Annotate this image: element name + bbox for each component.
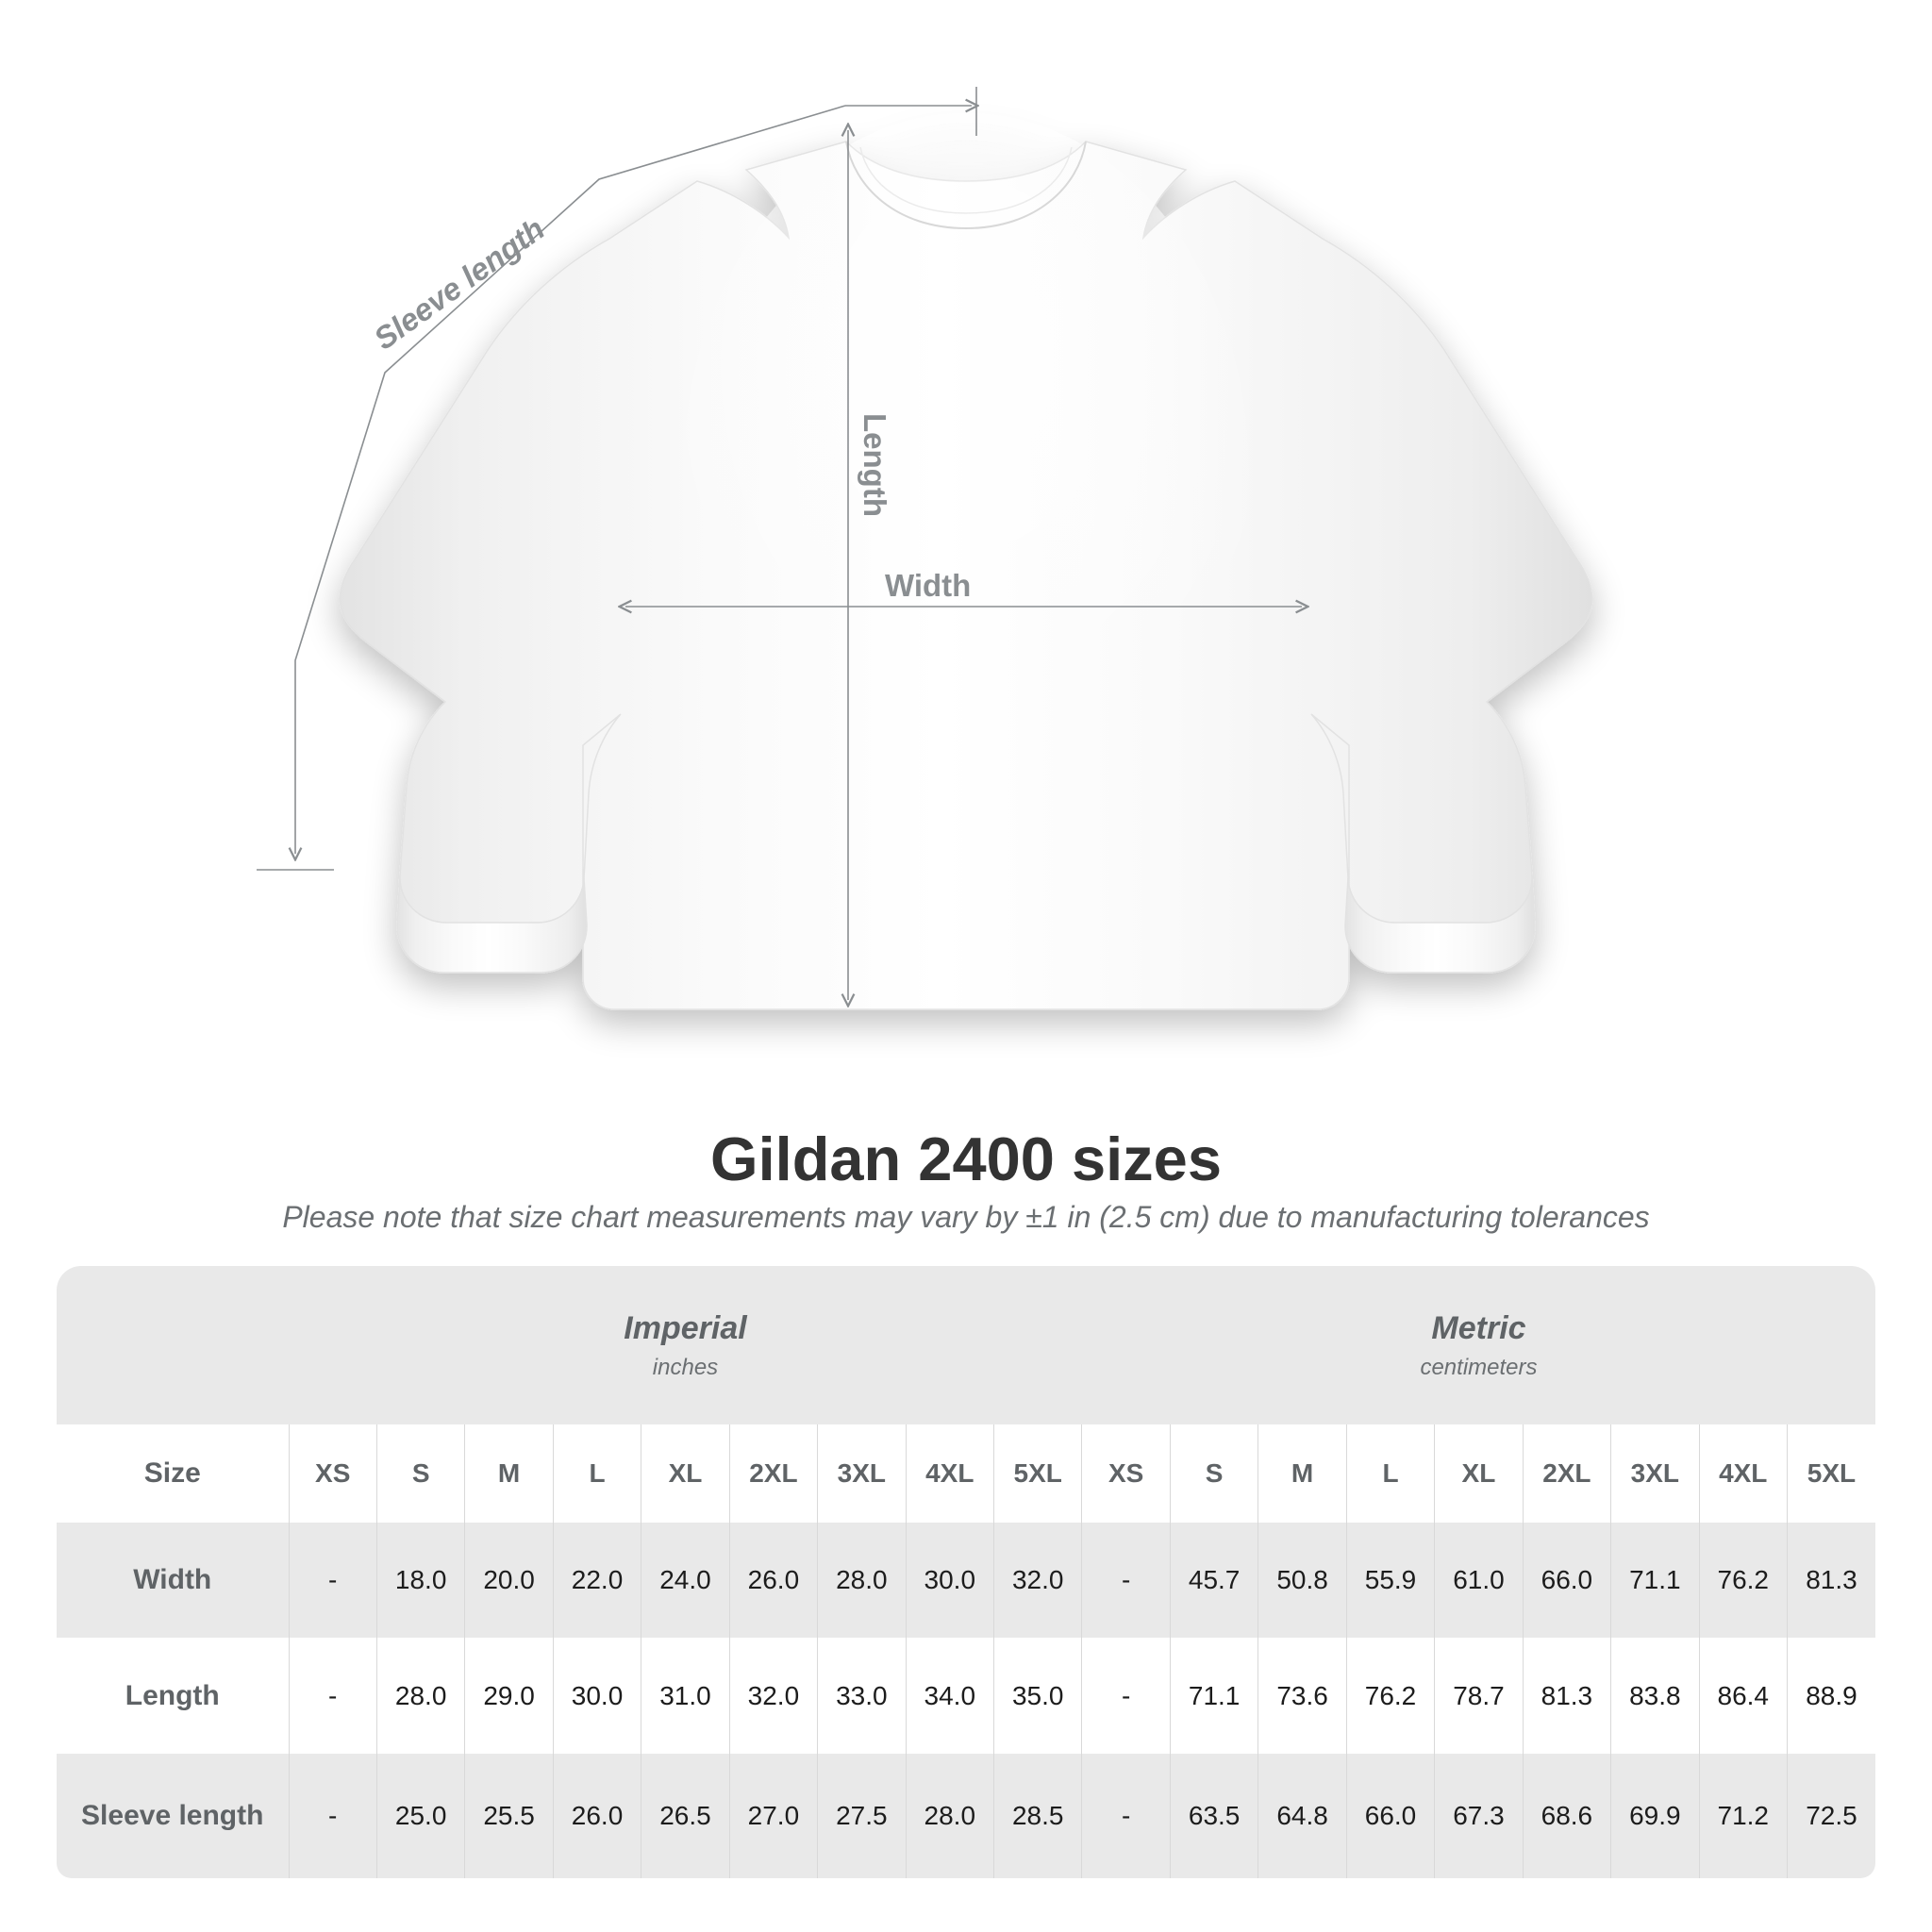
svg-text:Sleeve length: Sleeve length (367, 210, 550, 356)
svg-text:Length: Length (858, 413, 892, 517)
svg-text:Width: Width (885, 568, 971, 603)
